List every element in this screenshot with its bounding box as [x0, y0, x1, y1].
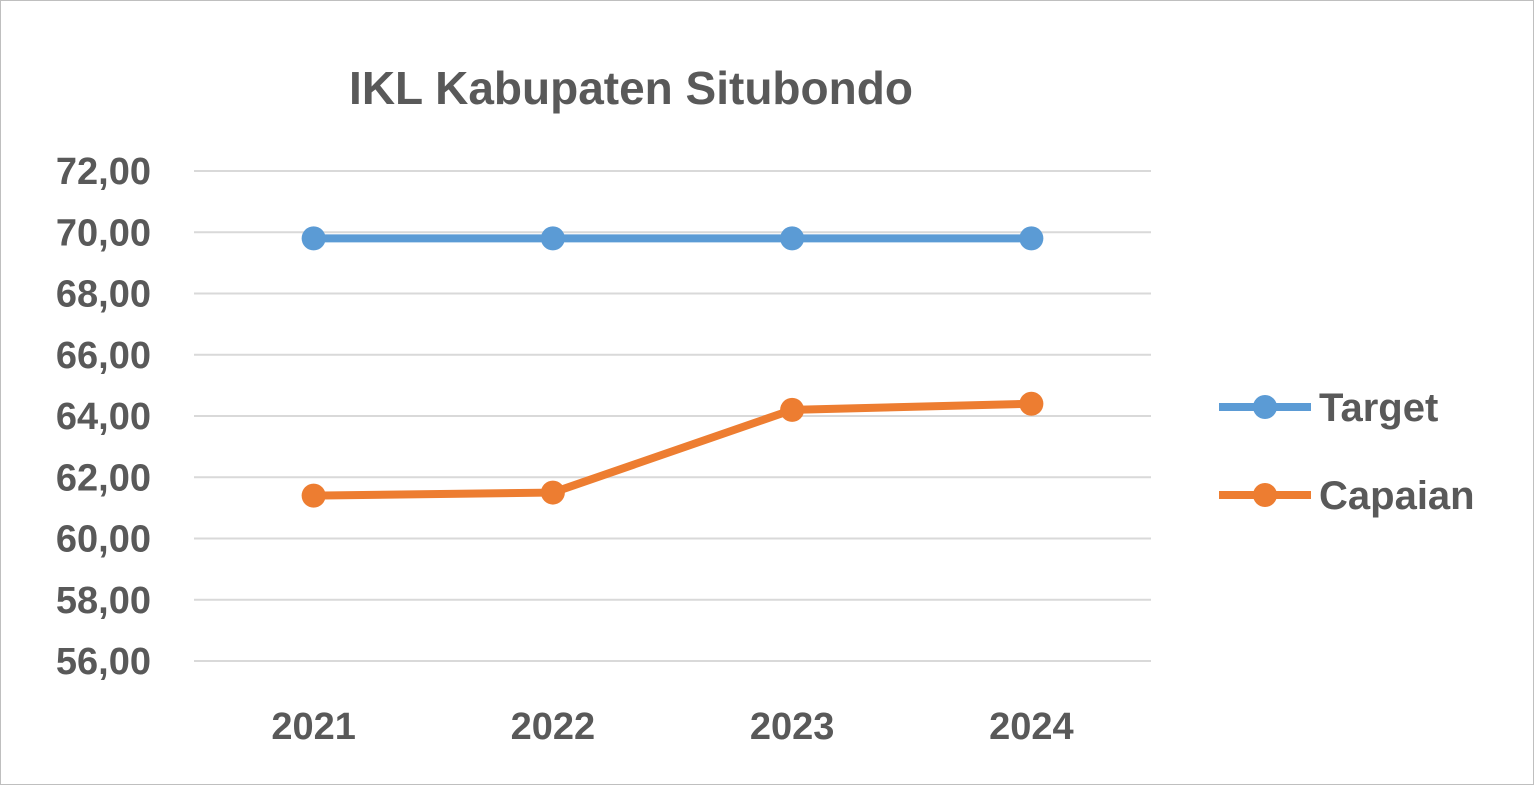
y-tick-label: 64,00: [56, 396, 151, 438]
y-tick-label: 56,00: [56, 641, 151, 683]
data-point-target: [301, 226, 326, 251]
x-tick-label: 2021: [271, 706, 356, 748]
series-group: [301, 226, 1044, 508]
data-point-capaian: [540, 480, 565, 505]
x-tick-label: 2023: [750, 706, 835, 748]
y-tick-label: 66,00: [56, 335, 151, 377]
y-tick-label: 70,00: [56, 212, 151, 254]
y-tick-label: 58,00: [56, 580, 151, 622]
x-axis-ticks: 2021 2022 2023 2024: [271, 706, 1073, 748]
legend-marker-target: [1253, 395, 1277, 419]
y-tick-label: 62,00: [56, 457, 151, 499]
y-tick-label: 60,00: [56, 519, 151, 561]
data-point-target: [540, 226, 565, 251]
legend-label-capaian: Capaian: [1319, 474, 1475, 518]
legend: Target Capaian: [1219, 386, 1475, 518]
data-point-capaian: [780, 397, 805, 422]
gridlines: [194, 170, 1151, 662]
y-axis-ticks: 56,00 58,00 60,00 62,00 64,00 66,00 68,00 70,00…: [56, 151, 151, 683]
y-tick-label: 72,00: [56, 151, 151, 193]
legend-label-target: Target: [1319, 386, 1438, 430]
legend-marker-capaian: [1253, 483, 1277, 507]
data-point-target: [1019, 226, 1044, 251]
x-tick-label: 2022: [511, 706, 596, 748]
chart-title: IKL Kabupaten Situbondo: [349, 62, 913, 114]
data-point-target: [780, 226, 805, 251]
series-line-capaian: [313, 399, 1032, 500]
data-point-capaian: [1019, 391, 1044, 416]
data-point-capaian: [301, 483, 326, 508]
y-tick-label: 68,00: [56, 274, 151, 316]
x-tick-label: 2024: [989, 706, 1074, 748]
